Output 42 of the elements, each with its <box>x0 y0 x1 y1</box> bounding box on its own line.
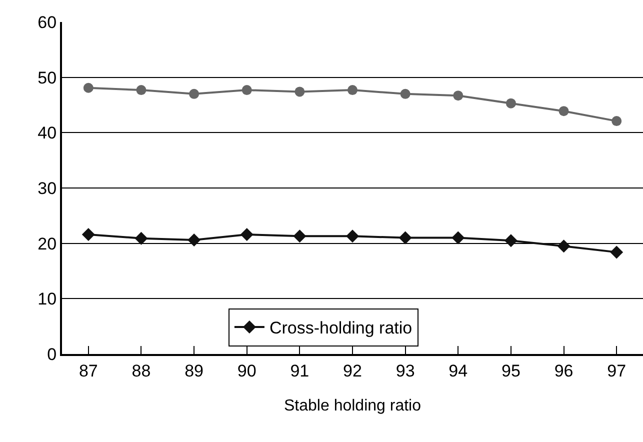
point <box>504 234 518 248</box>
point <box>400 88 410 99</box>
point <box>189 88 200 99</box>
point <box>240 228 254 241</box>
x-tick-label: 89 <box>184 361 204 380</box>
point <box>612 116 622 126</box>
y-tick-label: 40 <box>38 124 57 143</box>
x-tick-label: 95 <box>501 361 520 380</box>
point <box>610 246 624 259</box>
point <box>294 86 305 97</box>
x-tick-label: 93 <box>396 361 415 380</box>
y-tick-label: 0 <box>47 344 57 364</box>
x-axis-title: Stable holding ratio <box>284 398 422 415</box>
point <box>293 230 306 243</box>
point <box>82 228 95 241</box>
x-tick-label: 92 <box>343 361 362 380</box>
point <box>136 85 146 96</box>
point <box>83 82 94 93</box>
y-tick-label: 30 <box>38 178 57 198</box>
x-tick-label: 94 <box>448 361 468 380</box>
point <box>346 230 359 243</box>
point <box>506 98 516 108</box>
y-tick-label: 60 <box>38 12 57 32</box>
point <box>348 85 358 96</box>
y-tick-label: 10 <box>38 290 57 309</box>
x-tick-label: 90 <box>237 361 256 380</box>
point <box>453 90 464 101</box>
point <box>557 240 570 253</box>
y-tick-label: 50 <box>38 68 57 88</box>
x-tick-label: 87 <box>78 361 98 380</box>
y-tick-label: 20 <box>38 234 57 254</box>
x-tick-label: 97 <box>607 361 626 380</box>
x-tick-label: 91 <box>290 361 310 380</box>
legend-label: Cross-holding ratio <box>269 318 412 338</box>
point <box>452 231 465 244</box>
x-tick-label: 88 <box>132 361 151 380</box>
x-tick-label: 96 <box>554 361 574 380</box>
point <box>188 234 201 247</box>
point <box>398 231 412 244</box>
point <box>242 85 252 96</box>
point <box>134 232 148 245</box>
point <box>558 106 569 116</box>
